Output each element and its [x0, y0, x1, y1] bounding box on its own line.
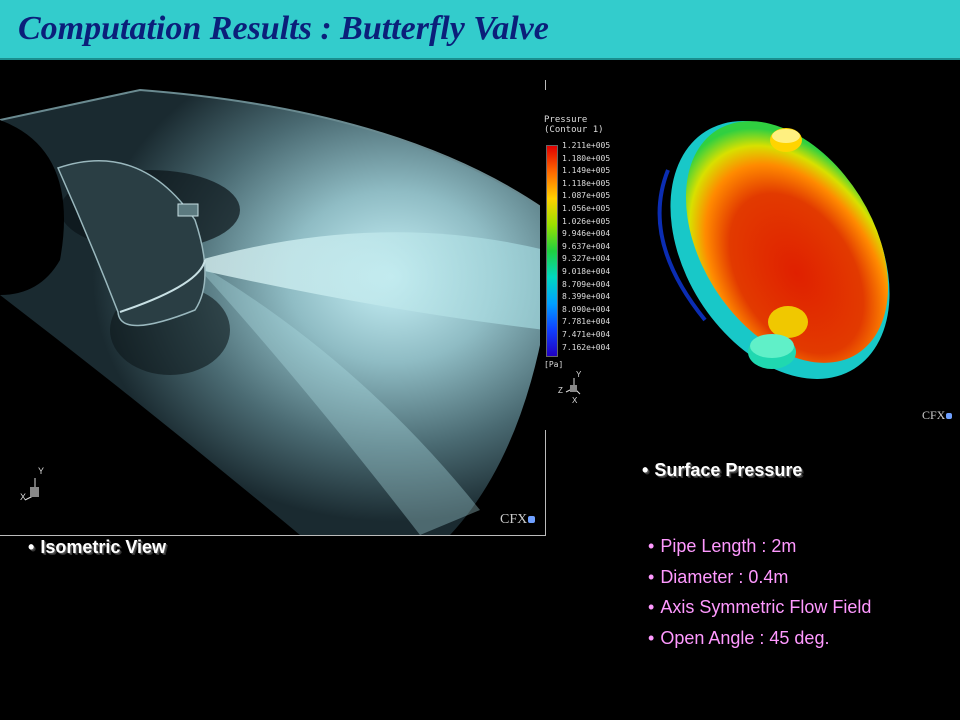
spec-item: • Pipe Length : 2m	[648, 535, 871, 566]
cfx-logo-icon	[528, 516, 536, 523]
legend-title-line2: (Contour 1)	[544, 125, 604, 135]
spec-item: • Axis Symmetric Flow Field	[648, 596, 871, 627]
legend-value: 8.399e+004	[562, 292, 611, 302]
slide-title: Computation Results : Butterfly Valve	[18, 10, 549, 47]
caption-isometric-text: Isometric View	[40, 537, 167, 557]
legend-value: 1.211e+005	[562, 141, 611, 150]
caption-surface-pressure: • Surface Pressure	[642, 460, 802, 481]
spec-pipe-length: Pipe Length : 2m	[660, 536, 797, 556]
cfx-logo-text: CFX	[500, 512, 528, 527]
axis-label-y: Y	[38, 466, 45, 476]
legend-value: 1.118e+005	[562, 178, 611, 188]
spec-item: • Open Angle : 45 deg.	[648, 627, 871, 658]
isometric-view-image: Y X CFX	[0, 80, 546, 536]
axis-label-x: X	[20, 492, 27, 502]
spec-open-angle: Open Angle : 45 deg.	[660, 627, 830, 648]
legend-value: 1.180e+005	[562, 153, 611, 163]
legend-value: 9.946e+004	[562, 229, 611, 239]
spec-diameter: Diameter : 0.4m	[660, 566, 789, 587]
surface-pressure-image: Pressure (Contour 1) 1.211e+005 1.180e+00…	[540, 90, 960, 430]
title-bar: Computation Results : Butterfly Valve	[0, 0, 960, 60]
legend-value: 8.709e+004	[562, 279, 611, 289]
pressure-color-bar	[546, 145, 558, 357]
legend-title-line1: Pressure	[544, 115, 588, 125]
cfx-logo-2: CFX	[922, 408, 953, 423]
legend-value: 1.026e+005	[562, 216, 611, 226]
caption-surface-text: Surface Pressure	[654, 460, 803, 480]
legend-value: 1.056e+005	[562, 203, 611, 213]
legend-value: 7.471e+004	[562, 329, 611, 339]
bullet: •	[648, 627, 655, 648]
legend-title: Pressure (Contour 1)	[544, 115, 604, 135]
bullet: •	[648, 597, 655, 617]
bullet: •	[648, 566, 655, 587]
bullet: •	[28, 537, 35, 557]
legend-labels: 1.211e+005 1.180e+005 1.149e+005 1.118e+005…	[562, 140, 610, 354]
surface-axis-label-y: Y	[576, 370, 582, 379]
legend-value: 1.087e+005	[562, 191, 611, 201]
bullet: •	[648, 536, 655, 556]
caption-isometric-view: • Isometric View	[28, 537, 166, 558]
cfx-logo: CFX	[500, 512, 536, 528]
legend-value: 7.781e+004	[562, 317, 611, 327]
legend-value: 9.637e+004	[562, 241, 611, 251]
isometric-flow-field-render	[0, 88, 545, 535]
valve-disk-render	[565, 121, 890, 395]
bullet: •	[642, 460, 649, 480]
cfx-logo-icon-2	[946, 413, 953, 419]
surface-axis-label-x: X	[572, 396, 578, 405]
spec-list: • Pipe Length : 2m • Diameter : 0.4m • Axis…	[648, 535, 871, 657]
cfx-logo-text-2: CFX	[922, 408, 946, 422]
legend-value: 1.149e+005	[562, 166, 611, 176]
spec-item: • Diameter : 0.4m	[648, 566, 871, 597]
legend-unit: [Pa]	[544, 360, 564, 369]
legend-value: 9.018e+004	[562, 266, 611, 276]
spec-flow-field: Axis Symmetric Flow Field	[660, 597, 872, 617]
surface-axis-label-z: Z	[558, 386, 563, 395]
legend-value: 7.162e+004	[562, 342, 611, 352]
legend-value: 9.327e+004	[562, 254, 611, 264]
legend-value: 8.090e+004	[562, 304, 611, 314]
